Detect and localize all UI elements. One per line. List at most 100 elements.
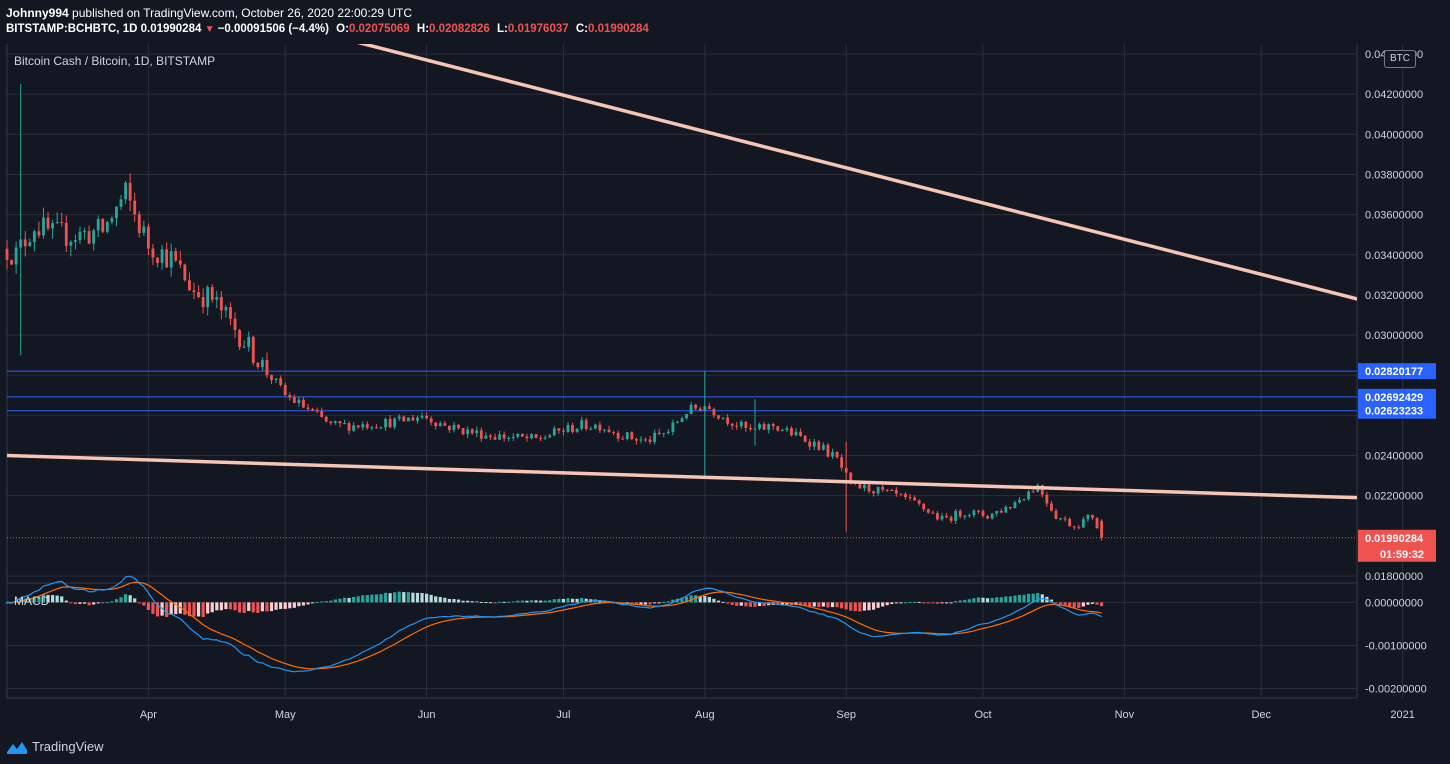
- macd-hist-bar-119: [548, 600, 552, 603]
- candle-body-95: [438, 423, 442, 427]
- candle-body-142: [653, 432, 657, 442]
- macd-hist-bar-113: [520, 600, 524, 603]
- macd-tick-label: -0.00100000: [1365, 640, 1427, 652]
- macd-hist-bar-116: [534, 600, 538, 603]
- publish-line: Johnny994 published on TradingView.com, …: [6, 6, 412, 20]
- candle-body-122: [562, 430, 565, 432]
- trendline-lower[interactable]: [7, 453, 1357, 500]
- candle-body-59: [274, 378, 278, 380]
- candle-body-98: [452, 424, 456, 430]
- horizontal-levels[interactable]: [7, 370, 1357, 539]
- macd-hist-bar-74: [342, 597, 347, 603]
- macd-hist-bar-141: [648, 602, 652, 605]
- candle-body-182: [835, 452, 839, 458]
- macd-hist-bar-152: [698, 595, 702, 603]
- candle-body-225: [1031, 491, 1035, 493]
- candle-body-201: [922, 503, 926, 510]
- candle-body-45: [210, 287, 214, 300]
- candle-body-49: [229, 307, 232, 319]
- currency-badge[interactable]: BTC: [1384, 50, 1416, 68]
- candle-body-29: [137, 214, 141, 233]
- candle-body-240: [1100, 520, 1104, 538]
- candle-body-26: [124, 182, 127, 200]
- macd-hist-bar-87: [402, 592, 406, 603]
- macd-hist-bar-176: [808, 602, 812, 607]
- candle-body-22: [105, 221, 109, 232]
- candle-body-114: [525, 436, 529, 439]
- macd-hist-bar-69: [320, 601, 324, 603]
- macd-hist-bar-24: [114, 599, 119, 603]
- macd-hist-bar-26: [123, 594, 128, 603]
- candle-body-238: [1091, 515, 1094, 518]
- level-label-2[interactable]: 0.02623233: [1365, 406, 1423, 418]
- candle-body-172: [790, 428, 793, 436]
- macd-hist-bar-190: [871, 602, 876, 610]
- candle-body-24: [115, 206, 118, 219]
- countdown-label: 01:59:32: [1380, 549, 1424, 561]
- price-tick-label: 0.03200000: [1365, 290, 1423, 302]
- level-label-0[interactable]: 0.02820177: [1365, 366, 1423, 378]
- candle-body-171: [785, 428, 789, 431]
- candle-body-80: [370, 427, 374, 429]
- candle-body-166: [762, 424, 766, 430]
- price-tick-label: 0.02400000: [1365, 451, 1423, 463]
- macd-hist-bar-20: [96, 602, 100, 604]
- candle-body-44: [206, 287, 210, 308]
- macd-hist-bar-205: [940, 602, 944, 604]
- candle-body-19: [92, 230, 96, 244]
- candle-body-215: [986, 515, 989, 519]
- candle-body-69: [320, 411, 324, 417]
- macd-hist-bar-44: [206, 602, 210, 614]
- candle-body-197: [904, 493, 907, 498]
- candle-body-21: [101, 219, 105, 232]
- candle-body-183: [840, 457, 844, 468]
- candle-body-107: [493, 437, 497, 440]
- footer: TradingView: [0, 732, 1450, 764]
- price-tick-label: 0.03800000: [1365, 169, 1423, 181]
- candle-body-150: [689, 404, 693, 414]
- candle-body-168: [771, 424, 775, 427]
- candle-body-97: [447, 425, 451, 430]
- level-label-1[interactable]: 0.02692429: [1365, 392, 1423, 404]
- candle-body-159: [730, 423, 734, 426]
- high-label: H:: [416, 23, 430, 35]
- macd-hist-bar-223: [1022, 594, 1026, 603]
- tradingview-brand[interactable]: TradingView: [32, 739, 104, 754]
- macd-hist-bar-51: [238, 602, 242, 613]
- candle-body-81: [375, 427, 378, 429]
- candle-body-141: [648, 439, 652, 442]
- macd-hist-bar-204: [935, 602, 940, 604]
- macd-hist-bar-191: [876, 602, 880, 608]
- macd-hist-bar-164: [753, 602, 757, 607]
- macd-hist-bar-186: [853, 602, 857, 612]
- close-value: 0.01990284: [587, 23, 649, 35]
- candle-body-191: [876, 486, 880, 494]
- macd-hist-bar-93: [429, 594, 433, 603]
- candle-body-181: [831, 452, 834, 457]
- candle-body-151: [694, 404, 698, 409]
- publisher-name[interactable]: Johnny994: [6, 6, 69, 20]
- macd-hist-bar-216: [990, 597, 994, 603]
- macd-hist-bar-17: [82, 602, 87, 604]
- tradingview-logo-icon[interactable]: [6, 738, 28, 756]
- macd-hist-bar-234: [1072, 602, 1076, 608]
- macd-hist-bar-35: [165, 602, 169, 617]
- candle-body-136: [625, 432, 629, 439]
- macd-hist-bar-239: [1095, 602, 1099, 605]
- candle-body-131: [603, 429, 606, 431]
- macd-hist-bar-33: [155, 602, 160, 617]
- candle-body-75: [347, 423, 351, 431]
- macd-hist-bar-162: [744, 602, 748, 607]
- trendline-upper[interactable]: [262, 18, 1357, 301]
- candle-body-155: [712, 409, 716, 416]
- candle-body-204: [935, 513, 939, 520]
- trendlines[interactable]: [7, 18, 1357, 500]
- candle-body-149: [685, 413, 688, 419]
- candle-body-193: [885, 489, 889, 491]
- candle-body-194: [890, 489, 894, 491]
- candle-body-237: [1086, 515, 1090, 520]
- macd-hist-bar-62: [288, 602, 292, 609]
- candle-body-82: [379, 427, 383, 429]
